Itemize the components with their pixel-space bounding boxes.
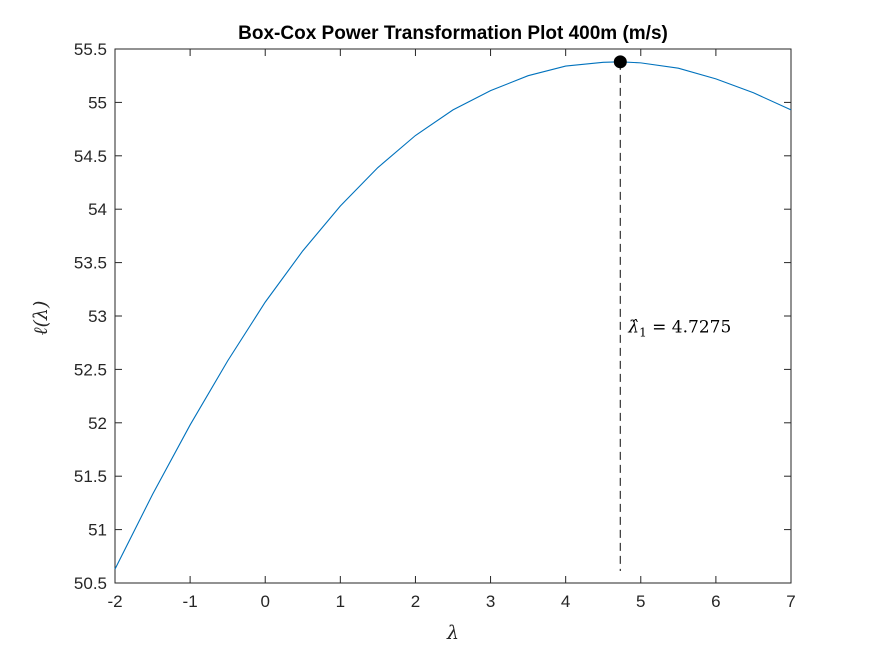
y-axis-label: ℓ(λ) [30,301,52,336]
x-tick-label: 1 [336,592,345,611]
plot-axes [114,48,792,584]
x-axis-label: λ [446,622,459,644]
x-tick-label: 0 [260,592,269,611]
annotation-value: 4.7275 [672,318,731,338]
optimum-point [613,55,627,69]
y-tick-label: 51 [88,521,107,540]
annotation-equals: = [647,318,672,338]
y-tick-label: 52.5 [74,360,107,379]
y-tick-label: 51.5 [74,467,107,486]
x-tick-labels: -2 -1 0 1 2 3 4 5 6 7 [107,592,795,611]
y-tick-label: 55.5 [74,40,107,59]
plot-frame [114,48,792,584]
y-tick-label: 55 [88,93,107,112]
x-tick-label: 3 [486,592,495,611]
x-tick-label: 5 [636,592,645,611]
y-tick-label: 52 [88,414,107,433]
y-tick-label: 53 [88,307,107,326]
x-tick-label: 4 [561,592,570,611]
x-tick-label: -2 [107,592,122,611]
y-tick-label: 54.5 [74,147,107,166]
x-tick-label: 7 [786,592,795,611]
log-likelihood-curve [114,61,792,570]
optimum-marks: λ̂1 = 4.7275 [613,55,731,571]
x-tick-label: -1 [183,592,198,611]
optimum-annotation: λ̂1 = 4.7275 [627,318,731,340]
annotation-subscript: 1 [639,326,647,340]
y-tick-label: 50.5 [74,574,107,593]
x-tick-label: 6 [711,592,720,611]
x-tick-label: 2 [411,592,420,611]
annotation-symbol: λ̂ [627,318,639,338]
curve-layer [114,61,792,570]
y-tick-label: 53.5 [74,254,107,273]
y-tick-label: 54 [88,200,107,219]
chart-title: Box-Cox Power Transformation Plot 400m (… [238,23,668,44]
y-tick-labels: 50.5 51 51.5 52 52.5 53 53.5 54 54.5 55 55.5 [74,40,107,593]
